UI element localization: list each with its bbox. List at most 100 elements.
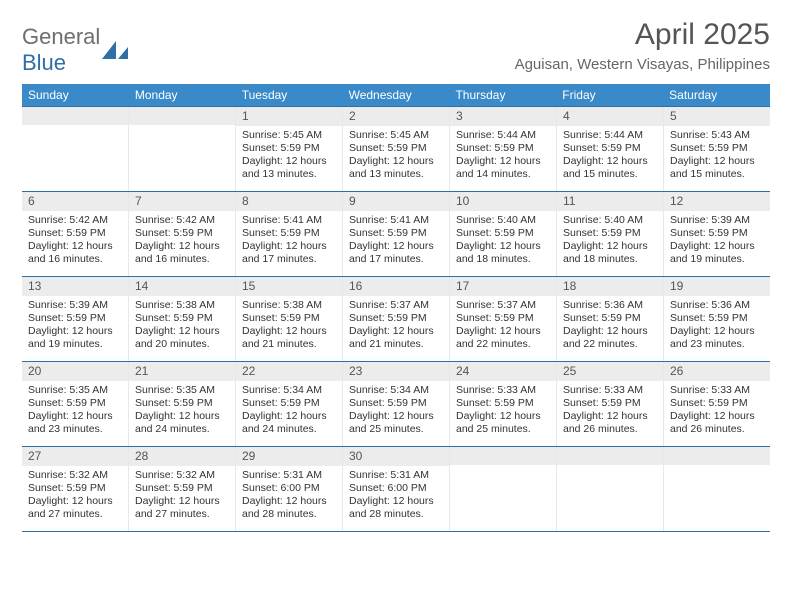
calendar-cell-empty: [22, 107, 128, 191]
day-number: 29: [236, 447, 342, 466]
page: General Blue April 2025 Aguisan, Western…: [0, 0, 792, 612]
sunrise-text: Sunrise: 5:31 AM: [349, 469, 443, 482]
cell-body: [450, 465, 556, 525]
dow-saturday: Saturday: [663, 84, 770, 106]
calendar-cell: 30Sunrise: 5:31 AMSunset: 6:00 PMDayligh…: [342, 447, 449, 531]
day-number: 11: [557, 192, 663, 211]
calendar-cell: 29Sunrise: 5:31 AMSunset: 6:00 PMDayligh…: [235, 447, 342, 531]
sunrise-text: Sunrise: 5:36 AM: [563, 299, 657, 312]
sunrise-text: Sunrise: 5:41 AM: [349, 214, 443, 227]
calendar-cell-empty: [663, 447, 770, 531]
dow-tuesday: Tuesday: [236, 84, 343, 106]
day-number: 15: [236, 277, 342, 296]
sunrise-text: Sunrise: 5:38 AM: [242, 299, 336, 312]
day-number: 30: [343, 447, 449, 466]
cell-body: [22, 125, 128, 185]
sunrise-text: Sunrise: 5:35 AM: [28, 384, 122, 397]
calendar-cell: 17Sunrise: 5:37 AMSunset: 5:59 PMDayligh…: [449, 277, 556, 361]
sunrise-text: Sunrise: 5:40 AM: [563, 214, 657, 227]
cell-body: Sunrise: 5:35 AMSunset: 5:59 PMDaylight:…: [22, 381, 128, 441]
cell-body: [664, 465, 770, 525]
calendar-cell: 5Sunrise: 5:43 AMSunset: 5:59 PMDaylight…: [663, 107, 770, 191]
cell-body: Sunrise: 5:33 AMSunset: 5:59 PMDaylight:…: [664, 381, 770, 441]
logo-text-a: General: [22, 24, 100, 49]
day-number: 17: [450, 277, 556, 296]
day-number: 12: [664, 192, 770, 211]
daylight-text: Daylight: 12 hours and 15 minutes.: [670, 155, 764, 181]
calendar-cell: 12Sunrise: 5:39 AMSunset: 5:59 PMDayligh…: [663, 192, 770, 276]
day-number: 6: [22, 192, 128, 211]
daylight-text: Daylight: 12 hours and 14 minutes.: [456, 155, 550, 181]
calendar-cell: 2Sunrise: 5:45 AMSunset: 5:59 PMDaylight…: [342, 107, 449, 191]
cell-body: Sunrise: 5:34 AMSunset: 5:59 PMDaylight:…: [236, 381, 342, 441]
day-number: 20: [22, 362, 128, 381]
calendar: Sunday Monday Tuesday Wednesday Thursday…: [22, 84, 770, 532]
day-number: 28: [129, 447, 235, 466]
daylight-text: Daylight: 12 hours and 26 minutes.: [563, 410, 657, 436]
sunrise-text: Sunrise: 5:42 AM: [135, 214, 229, 227]
calendar-week: 27Sunrise: 5:32 AMSunset: 5:59 PMDayligh…: [22, 447, 770, 532]
cell-body: Sunrise: 5:36 AMSunset: 5:59 PMDaylight:…: [664, 296, 770, 356]
cell-body: Sunrise: 5:45 AMSunset: 5:59 PMDaylight:…: [343, 126, 449, 186]
sunset-text: Sunset: 5:59 PM: [349, 312, 443, 325]
day-number: [664, 447, 770, 465]
sunset-text: Sunset: 5:59 PM: [135, 227, 229, 240]
sail-icon: [102, 41, 128, 59]
calendar-cell: 4Sunrise: 5:44 AMSunset: 5:59 PMDaylight…: [556, 107, 663, 191]
daylight-text: Daylight: 12 hours and 26 minutes.: [670, 410, 764, 436]
calendar-cell: 24Sunrise: 5:33 AMSunset: 5:59 PMDayligh…: [449, 362, 556, 446]
dow-sunday: Sunday: [22, 84, 129, 106]
sunset-text: Sunset: 5:59 PM: [349, 227, 443, 240]
cell-body: Sunrise: 5:37 AMSunset: 5:59 PMDaylight:…: [343, 296, 449, 356]
day-number: 16: [343, 277, 449, 296]
sunrise-text: Sunrise: 5:34 AM: [349, 384, 443, 397]
daylight-text: Daylight: 12 hours and 17 minutes.: [242, 240, 336, 266]
calendar-cell-empty: [128, 107, 235, 191]
cell-body: Sunrise: 5:43 AMSunset: 5:59 PMDaylight:…: [664, 126, 770, 186]
cell-body: Sunrise: 5:44 AMSunset: 5:59 PMDaylight:…: [450, 126, 556, 186]
daylight-text: Daylight: 12 hours and 22 minutes.: [563, 325, 657, 351]
cell-body: Sunrise: 5:39 AMSunset: 5:59 PMDaylight:…: [664, 211, 770, 271]
sunset-text: Sunset: 5:59 PM: [28, 227, 122, 240]
sunset-text: Sunset: 5:59 PM: [456, 312, 550, 325]
sunrise-text: Sunrise: 5:35 AM: [135, 384, 229, 397]
daylight-text: Daylight: 12 hours and 24 minutes.: [242, 410, 336, 436]
sunrise-text: Sunrise: 5:39 AM: [28, 299, 122, 312]
day-number: 2: [343, 107, 449, 126]
daylight-text: Daylight: 12 hours and 21 minutes.: [349, 325, 443, 351]
calendar-cell: 25Sunrise: 5:33 AMSunset: 5:59 PMDayligh…: [556, 362, 663, 446]
sunrise-text: Sunrise: 5:33 AM: [563, 384, 657, 397]
sunrise-text: Sunrise: 5:37 AM: [456, 299, 550, 312]
dow-wednesday: Wednesday: [343, 84, 450, 106]
sunrise-text: Sunrise: 5:40 AM: [456, 214, 550, 227]
day-number: [557, 447, 663, 465]
sunset-text: Sunset: 5:59 PM: [670, 397, 764, 410]
calendar-cell: 19Sunrise: 5:36 AMSunset: 5:59 PMDayligh…: [663, 277, 770, 361]
daylight-text: Daylight: 12 hours and 27 minutes.: [28, 495, 122, 521]
sunrise-text: Sunrise: 5:45 AM: [349, 129, 443, 142]
daylight-text: Daylight: 12 hours and 17 minutes.: [349, 240, 443, 266]
calendar-cell: 13Sunrise: 5:39 AMSunset: 5:59 PMDayligh…: [22, 277, 128, 361]
sunrise-text: Sunrise: 5:45 AM: [242, 129, 336, 142]
cell-body: Sunrise: 5:45 AMSunset: 5:59 PMDaylight:…: [236, 126, 342, 186]
cell-body: Sunrise: 5:34 AMSunset: 5:59 PMDaylight:…: [343, 381, 449, 441]
daylight-text: Daylight: 12 hours and 19 minutes.: [670, 240, 764, 266]
day-number: 14: [129, 277, 235, 296]
day-number: 4: [557, 107, 663, 126]
sunset-text: Sunset: 5:59 PM: [670, 312, 764, 325]
day-number: 1: [236, 107, 342, 126]
dow-friday: Friday: [556, 84, 663, 106]
page-title: April 2025: [515, 18, 770, 52]
cell-body: Sunrise: 5:36 AMSunset: 5:59 PMDaylight:…: [557, 296, 663, 356]
cell-body: Sunrise: 5:40 AMSunset: 5:59 PMDaylight:…: [557, 211, 663, 271]
cell-body: [129, 125, 235, 185]
sunrise-text: Sunrise: 5:38 AM: [135, 299, 229, 312]
logo-text-b: Blue: [22, 50, 66, 75]
cell-body: Sunrise: 5:38 AMSunset: 5:59 PMDaylight:…: [236, 296, 342, 356]
cell-body: Sunrise: 5:41 AMSunset: 5:59 PMDaylight:…: [236, 211, 342, 271]
cell-body: Sunrise: 5:33 AMSunset: 5:59 PMDaylight:…: [557, 381, 663, 441]
day-number: 23: [343, 362, 449, 381]
daylight-text: Daylight: 12 hours and 25 minutes.: [456, 410, 550, 436]
day-number: 7: [129, 192, 235, 211]
sunset-text: Sunset: 5:59 PM: [28, 312, 122, 325]
